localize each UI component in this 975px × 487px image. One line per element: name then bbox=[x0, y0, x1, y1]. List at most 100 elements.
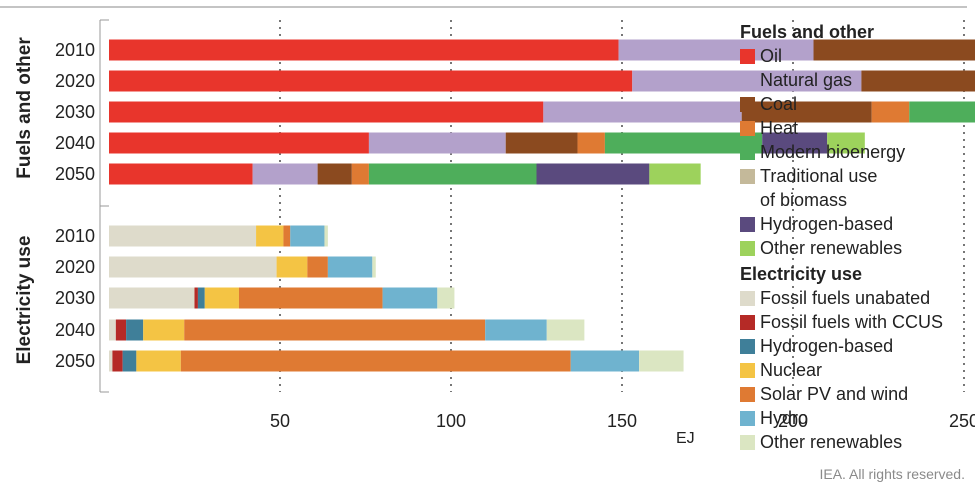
legend-swatch-fuels-and-other-other-renewables bbox=[740, 241, 755, 256]
bar-fuels-and-other-2050-natural-gas bbox=[252, 163, 318, 185]
bar-electricity-use-2020-solar-pv-and-wind bbox=[307, 256, 328, 278]
bar-fuels-and-other-2050-other-renewables bbox=[649, 163, 701, 185]
bar-electricity-use-2030-hydrogen-based bbox=[197, 287, 205, 309]
bar-fuels-and-other-2020-oil bbox=[109, 70, 633, 92]
bar-electricity-use-2010-other-renewables bbox=[324, 225, 328, 247]
bar-electricity-use-2010-nuclear bbox=[256, 225, 284, 247]
bar-fuels-and-other-2010-oil bbox=[109, 39, 619, 61]
legend-swatch-fuels-and-other-coal bbox=[740, 97, 755, 112]
bar-electricity-use-2020-fossil-fuels-unabated bbox=[109, 256, 277, 278]
bar-electricity-use-2050-hydrogen-based bbox=[122, 350, 137, 372]
legend-label-fuels-and-other-oil: Oil bbox=[760, 46, 782, 66]
year-label-electricity-use-2050: 2050 bbox=[55, 351, 95, 371]
bar-fuels-and-other-2050-heat bbox=[351, 163, 369, 185]
year-label-fuels-and-other-2050: 2050 bbox=[55, 164, 95, 184]
legend-heading-electricity-use: Electricity use bbox=[740, 264, 862, 284]
bar-electricity-use-2020-nuclear bbox=[276, 256, 308, 278]
year-label-electricity-use-2010: 2010 bbox=[55, 226, 95, 246]
legend-swatch-electricity-use-fossil-fuels-unabated bbox=[740, 291, 755, 306]
bar-electricity-use-2040-fossil-fuels-unabated bbox=[109, 319, 116, 341]
bar-fuels-and-other-2050-coal bbox=[317, 163, 352, 185]
legend-swatch-electricity-use-fossil-fuels-with-ccus bbox=[740, 315, 755, 330]
bar-electricity-use-2050-other-renewables bbox=[639, 350, 684, 372]
x-tick-label: 150 bbox=[607, 411, 637, 431]
bar-fuels-and-other-2040-hydrogen-based bbox=[762, 132, 828, 154]
bar-electricity-use-2040-hydrogen-based bbox=[126, 319, 144, 341]
legend-label-electricity-use-other-renewables: Other renewables bbox=[760, 432, 902, 452]
legend-swatch-electricity-use-nuclear bbox=[740, 363, 755, 378]
group-label-fuels: Fuels and other bbox=[14, 37, 35, 179]
bar-electricity-use-2050-nuclear bbox=[136, 350, 181, 372]
legend-label-electricity-use-nuclear: Nuclear bbox=[760, 360, 822, 380]
bar-electricity-use-2030-fossil-fuels-with-ccus bbox=[194, 287, 198, 309]
bar-fuels-and-other-2040-coal bbox=[505, 132, 578, 154]
legend-label-electricity-use-fossil-fuels-with-ccus: Fossil fuels with CCUS bbox=[760, 312, 943, 332]
x-unit-label: EJ bbox=[676, 430, 695, 447]
bar-electricity-use-2040-nuclear bbox=[143, 319, 185, 341]
x-tick-label: 250 bbox=[949, 411, 975, 431]
x-tick-labels: 50100150200250300350 bbox=[270, 411, 975, 431]
bar-fuels-and-other-2030-natural-gas bbox=[543, 101, 742, 123]
legend-swatch-fuels-and-other-natural-gas bbox=[740, 73, 755, 88]
bar-electricity-use-2040-other-renewables bbox=[546, 319, 585, 341]
credit-text: IEA. All rights reserved. bbox=[819, 466, 965, 482]
legend-swatch-fuels-and-other-oil bbox=[740, 49, 755, 64]
bar-fuels-and-other-2040-heat bbox=[577, 132, 605, 154]
bar-electricity-use-2020-other-renewables bbox=[372, 256, 376, 278]
legend-swatch-fuels-and-other-heat bbox=[740, 121, 755, 136]
bar-electricity-use-2050-fossil-fuels-with-ccus bbox=[112, 350, 123, 372]
legend-label-fuels-and-other-coal: Coal bbox=[760, 94, 797, 114]
x-tick-label: 100 bbox=[436, 411, 466, 431]
bar-fuels-and-other-2040-modern-bioenergy bbox=[604, 132, 763, 154]
bar-electricity-use-2040-solar-pv-and-wind bbox=[184, 319, 486, 341]
bar-electricity-use-2030-other-renewables bbox=[437, 287, 455, 309]
legend-swatch-electricity-use-solar-pv-and-wind bbox=[740, 387, 755, 402]
x-tick-label: 50 bbox=[270, 411, 290, 431]
bar-fuels-and-other-2050-modern-bioenergy bbox=[368, 163, 537, 185]
legend-label-fuels-and-other-traditional-use-of-biomass: of biomass bbox=[760, 190, 847, 210]
year-label-fuels-and-other-2010: 2010 bbox=[55, 40, 95, 60]
bar-electricity-use-2010-hydro bbox=[290, 225, 325, 247]
legend-swatch-electricity-use-hydrogen-based bbox=[740, 339, 755, 354]
legend-swatch-fuels-and-other-modern-bioenergy bbox=[740, 145, 755, 160]
year-labels: 2010 2020 2030 2040 2050 2010 2020 2030 2040 2050 bbox=[55, 40, 95, 371]
bar-electricity-use-2020-hydro bbox=[327, 256, 373, 278]
legend-label-electricity-use-fossil-fuels-unabated: Fossil fuels unabated bbox=[760, 288, 930, 308]
year-label-electricity-use-2030: 2030 bbox=[55, 288, 95, 308]
legend-label-electricity-use-hydro: Hydro bbox=[760, 408, 808, 428]
bar-electricity-use-2030-solar-pv-and-wind bbox=[238, 287, 383, 309]
bar-fuels-and-other-2010-coal bbox=[813, 39, 975, 61]
bar-fuels-and-other-2010-natural-gas bbox=[618, 39, 814, 61]
bars bbox=[109, 39, 975, 372]
legend-swatch-electricity-use-hydro bbox=[740, 411, 755, 426]
bar-fuels-and-other-2030-heat bbox=[871, 101, 910, 123]
bar-fuels-and-other-2040-other-renewables bbox=[827, 132, 865, 154]
bar-electricity-use-2030-nuclear bbox=[204, 287, 239, 309]
bar-electricity-use-2010-solar-pv-and-wind bbox=[283, 225, 291, 247]
legend-label-fuels-and-other-modern-bioenergy: Modern bioenergy bbox=[760, 142, 905, 162]
bar-fuels-and-other-2040-natural-gas bbox=[368, 132, 506, 154]
year-label-fuels-and-other-2040: 2040 bbox=[55, 133, 95, 153]
year-label-fuels-and-other-2020: 2020 bbox=[55, 71, 95, 91]
legend: Fuels and other Oil Natural gas Coal Heat Mod… bbox=[740, 22, 943, 452]
legend-swatch-fuels-and-other-hydrogen-based bbox=[740, 217, 755, 232]
legend-label-electricity-use-hydrogen-based: Hydrogen-based bbox=[760, 336, 893, 356]
bar-electricity-use-2050-hydro bbox=[570, 350, 640, 372]
legend-label-electricity-use-solar-pv-and-wind: Solar PV and wind bbox=[760, 384, 908, 404]
bar-electricity-use-2030-fossil-fuels-unabated bbox=[109, 287, 195, 309]
legend-heading-fuels-and-other: Fuels and other bbox=[740, 22, 874, 42]
bar-electricity-use-2030-hydro bbox=[382, 287, 438, 309]
group-label-electricity: Electricity use bbox=[14, 236, 35, 365]
legend-swatch-electricity-use-other-renewables bbox=[740, 435, 755, 450]
year-label-electricity-use-2040: 2040 bbox=[55, 320, 95, 340]
bar-fuels-and-other-2030-coal bbox=[741, 101, 872, 123]
bar-electricity-use-2040-hydro bbox=[485, 319, 547, 341]
category-axis bbox=[99, 19, 109, 393]
bar-fuels-and-other-2020-coal bbox=[861, 70, 975, 92]
legend-label-fuels-and-other-natural-gas: Natural gas bbox=[760, 70, 852, 90]
bar-fuels-and-other-2040-oil bbox=[109, 132, 369, 154]
year-label-electricity-use-2020: 2020 bbox=[55, 257, 95, 277]
bar-fuels-and-other-2030-modern-bioenergy bbox=[909, 101, 975, 123]
bar-electricity-use-2050-fossil-fuels-unabated bbox=[109, 350, 113, 372]
